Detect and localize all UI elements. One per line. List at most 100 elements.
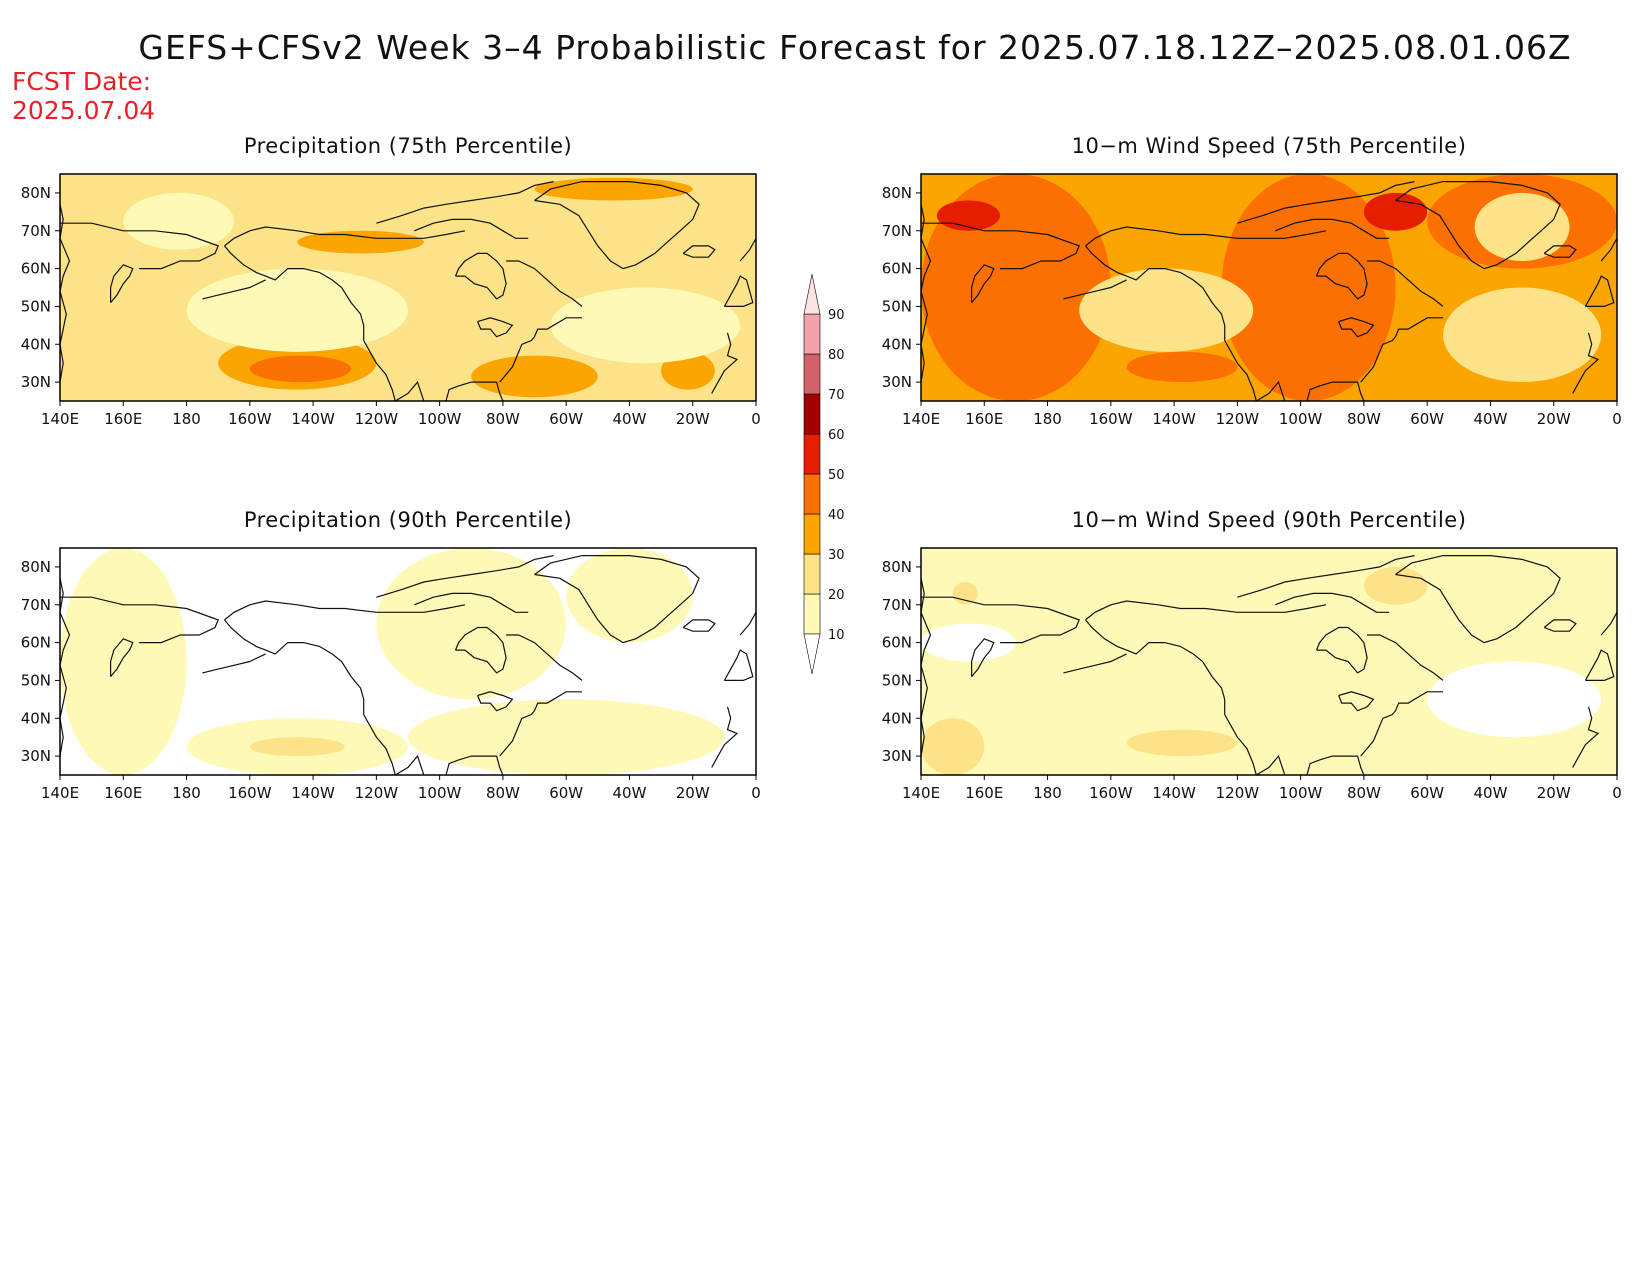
coastline-1	[921, 204, 932, 383]
lon-label: 0	[751, 410, 761, 428]
coastline-11	[1338, 691, 1375, 712]
coastline-2	[971, 638, 995, 677]
lat-label: 40N	[21, 709, 51, 727]
lat-label: 70N	[882, 222, 912, 240]
lon-label: 140W	[291, 784, 335, 802]
coastline-2	[971, 264, 995, 303]
coastline-5	[1085, 245, 1257, 401]
lon-label: 120W	[1216, 410, 1260, 428]
field-region-7	[1079, 268, 1254, 352]
coastlines	[921, 555, 1617, 775]
coastline-11	[477, 317, 514, 338]
map-frame	[920, 173, 1618, 402]
lat-label: 70N	[21, 222, 51, 240]
lon-label: 160E	[965, 410, 1003, 428]
lon-label: 80W	[1347, 410, 1381, 428]
coastline-12	[1367, 634, 1444, 681]
coastline-3	[921, 596, 1080, 644]
lon-label: 40W	[612, 784, 646, 802]
field-region-2	[1221, 174, 1396, 401]
lon-label: 140E	[41, 784, 79, 802]
lon-label: 80W	[486, 410, 520, 428]
lon-label: 180	[172, 410, 201, 428]
coastline-15	[1395, 181, 1561, 270]
lat-label: 30N	[882, 373, 912, 391]
coastline-16	[1543, 619, 1577, 632]
coastlines	[60, 181, 756, 401]
lon-label: 20W	[1537, 784, 1571, 802]
lat-label: 70N	[882, 596, 912, 614]
lon-label: 100W	[418, 784, 462, 802]
colorbar-label: 60	[828, 428, 845, 443]
coastline-4	[1085, 226, 1327, 247]
lat-label: 80N	[882, 558, 912, 576]
lat-label: 30N	[21, 747, 51, 765]
coastline-18	[1572, 706, 1600, 768]
coastlines	[60, 555, 756, 775]
lat-label: 80N	[882, 184, 912, 202]
lon-label: 60W	[1410, 784, 1444, 802]
coastline-1	[60, 578, 71, 757]
coastline-11	[1338, 317, 1375, 338]
coastline-3	[60, 596, 219, 644]
field-region-2	[471, 355, 598, 398]
colorbar-label: 10	[828, 628, 845, 643]
lat-label: 50N	[882, 671, 912, 689]
lon-label: 140E	[902, 410, 940, 428]
lon-label: 60W	[549, 410, 583, 428]
coastline-8	[445, 755, 504, 775]
field-region-4	[297, 230, 424, 254]
lon-label: 160E	[104, 784, 142, 802]
field-region-9	[1474, 192, 1570, 262]
panel-title: 10−m Wind Speed (90th Percentile)	[1072, 508, 1467, 532]
coastline-13	[1237, 181, 1415, 224]
field-background	[921, 548, 1617, 775]
coastline-12	[506, 260, 583, 307]
coastline-11	[477, 691, 514, 712]
lat-label: 80N	[21, 184, 51, 202]
field-region-5	[566, 548, 693, 643]
coastline-13	[376, 181, 554, 224]
field-region-4	[376, 548, 567, 700]
panel-title: Precipitation (90th Percentile)	[244, 508, 572, 532]
lon-label: 120W	[355, 410, 399, 428]
colorbar-label: 80	[828, 348, 845, 363]
colorbar-top-arrow	[803, 273, 821, 315]
lat-label: 60N	[21, 634, 51, 652]
coastline-7	[1255, 380, 1286, 401]
coastline-19	[739, 238, 756, 262]
map-frame	[59, 547, 757, 776]
lon-label: 40W	[1473, 410, 1507, 428]
lon-label: 60W	[1410, 410, 1444, 428]
lon-label: 160W	[228, 410, 272, 428]
lon-label: 40W	[612, 410, 646, 428]
colorbar-label: 90	[828, 308, 845, 323]
probability-field	[60, 174, 756, 401]
coastline-10	[454, 626, 507, 674]
coastline-10	[454, 252, 507, 300]
colorbar-bottom-arrow	[803, 633, 821, 675]
coastline-7	[394, 754, 425, 775]
coastline-9	[499, 317, 582, 383]
coastline-1	[60, 204, 71, 383]
coastline-6	[1063, 653, 1127, 674]
coastline-6	[202, 279, 266, 300]
field-region-8	[1443, 287, 1602, 383]
map-panel-1: Precipitation (75th Percentile) 140E 160E 1…	[21, 134, 761, 428]
lon-label: 120W	[1216, 784, 1260, 802]
lat-label: 50N	[882, 297, 912, 315]
coastline-12	[506, 634, 583, 681]
lat-label: 60N	[882, 634, 912, 652]
colorbar-band-30	[803, 513, 821, 555]
coastline-4	[224, 226, 466, 247]
coastline-1	[921, 578, 932, 757]
probability-field	[921, 548, 1617, 775]
coastline-14	[414, 592, 529, 613]
forecast-date-label: FCST Date:	[12, 67, 152, 96]
coastline-8	[1306, 755, 1365, 775]
lat-label: 60N	[882, 260, 912, 278]
lon-label: 0	[1612, 410, 1622, 428]
coastline-10	[1315, 252, 1368, 300]
lon-label: 120W	[355, 784, 399, 802]
map-frame	[59, 173, 757, 402]
